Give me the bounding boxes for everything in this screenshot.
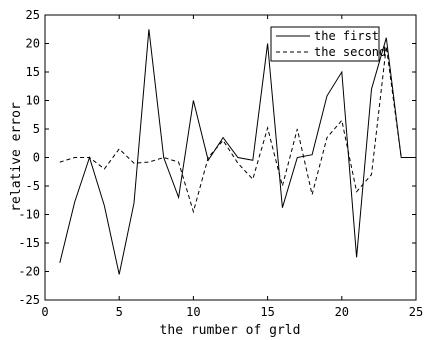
y-tick-label: 25 (26, 8, 40, 22)
series-line-first (59, 29, 416, 275)
x-tick-label: 0 (41, 305, 48, 319)
plot-area (44, 14, 417, 301)
y-tick-label: -10 (18, 208, 40, 222)
y-tick-label: 10 (26, 94, 40, 108)
legend-label-first: the first (314, 29, 379, 43)
legend-box (270, 26, 380, 62)
x-tick-label: 20 (335, 305, 349, 319)
y-tick-label: 15 (26, 65, 40, 79)
y-tick-label: -25 (18, 293, 40, 307)
y-tick-label: 20 (26, 37, 40, 51)
series-lines (59, 29, 416, 275)
x-axis-label: the rumber of grld (160, 323, 301, 338)
y-tick-label: -5 (26, 179, 40, 193)
x-tick-label: 15 (260, 305, 274, 319)
y-tick-label: -20 (18, 265, 40, 279)
legend: the first the second (270, 26, 386, 62)
y-tick-label: 0 (33, 151, 40, 165)
legend-label-second: the second (314, 45, 386, 59)
x-tick-label: 10 (186, 305, 200, 319)
series-line-second (59, 46, 416, 214)
axis-ticks: 0 5 10 15 20 25 -25 -20 -15 -10 -5 0 5 10 15 20 25 (18, 8, 423, 319)
x-tick-label: 25 (409, 305, 423, 319)
x-tick-label: 5 (116, 305, 123, 319)
y-tick-label: -15 (18, 236, 40, 250)
y-axis-label: relative error (9, 102, 24, 212)
y-tick-label: 5 (33, 122, 40, 136)
